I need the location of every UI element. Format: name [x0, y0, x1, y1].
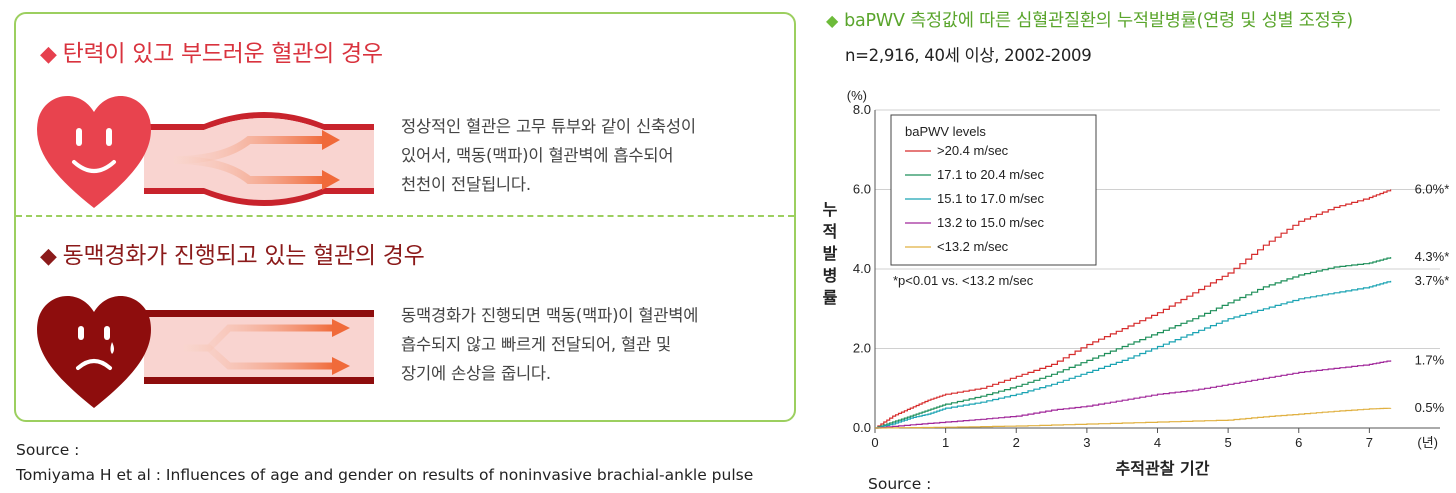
y-tick-label: 6.0	[853, 182, 871, 197]
x-tick-label: 3	[1083, 435, 1090, 450]
diamond-bullet-icon: ◆	[826, 11, 839, 30]
series-end-label: 1.7%	[1415, 352, 1445, 367]
y-tick-label: 0.0	[853, 420, 871, 435]
x-tick-label: 4	[1154, 435, 1161, 450]
source-citation: Tomiyama H et al : Influences of age and…	[16, 466, 754, 484]
series-end-label: 4.3%*	[1415, 249, 1450, 264]
healthy-vessel-description: 정상적인 혈관은 고무 튜부와 같이 신축성이 있어서, 맥동(맥파)이 혈관벽…	[401, 112, 781, 199]
chart-title-text: baPWV 측정값에 따른 심혈관질환의 누적발병률(연령 및 성별 조정후)	[844, 11, 1354, 31]
legend-entry: 13.2 to 15.0 m/sec	[937, 215, 1044, 230]
x-tick-label: 2	[1013, 435, 1020, 450]
x-tick-label: 5	[1225, 435, 1232, 450]
desc-line: 동맥경화가 진행되면 맥동(맥파)이 혈관벽에	[401, 306, 699, 325]
x-unit-label: (년)	[1417, 435, 1438, 450]
x-axis-title: 추적관찰 기간	[1116, 459, 1210, 478]
diseased-vessel-title: ◆ 동맥경화가 진행되고 있는 혈관의 경우	[40, 236, 425, 270]
x-tick-label: 1	[942, 435, 949, 450]
sad-heart-icon	[37, 296, 151, 408]
desc-line: 장기에 손상을 줍니다.	[401, 364, 551, 383]
healthy-vessel-title-text: 탄력이 있고 부드러운 혈관의 경우	[62, 41, 383, 67]
legend-entry: 17.1 to 20.4 m/sec	[937, 167, 1044, 182]
chart-subtitle: n=2,916, 40세 이상, 2002-2009	[845, 46, 1092, 65]
significance-note: *p<0.01 vs. <13.2 m/sec	[893, 273, 1034, 288]
y-tick-label: 8.0	[853, 102, 871, 117]
series-end-label: 0.5%	[1415, 400, 1445, 415]
diseased-vessel-title-text: 동맥경화가 진행되고 있는 혈관의 경우	[62, 243, 425, 269]
chart-title: ◆ baPWV 측정값에 따른 심혈관질환의 누적발병률(연령 및 성별 조정후)	[826, 7, 1353, 32]
healthy-vessel-illustration	[37, 96, 374, 208]
chart-source-label: Source :	[868, 475, 932, 493]
desc-line: 정상적인 혈관은 고무 튜부와 같이 신축성이	[401, 117, 696, 136]
stiff-vessel	[144, 310, 374, 384]
y-unit-label: (%)	[847, 88, 867, 103]
series-line	[875, 280, 1392, 429]
y-axis-title: 누적발병률	[823, 200, 838, 307]
desc-line: 천천이 전달됩니다.	[401, 175, 531, 194]
diamond-bullet-icon: ◆	[40, 42, 57, 67]
legend: baPWV levels >20.4 m/sec 17.1 to 20.4 m/se…	[890, 114, 1097, 266]
elastic-vessel	[144, 112, 374, 206]
y-tick-label: 4.0	[853, 261, 871, 276]
y-axis-title-char: 발	[823, 244, 838, 263]
series-lines	[875, 189, 1392, 429]
axes	[874, 110, 1440, 433]
diseased-vessel-description: 동맥경화가 진행되면 맥동(맥파)이 혈관벽에 흡수되지 않고 빠르게 전달되어…	[401, 301, 781, 388]
x-tick-label: 7	[1366, 435, 1373, 450]
legend-title: baPWV levels	[905, 124, 986, 139]
x-tick-label: 0	[871, 435, 878, 450]
legend-entry: 15.1 to 17.0 m/sec	[937, 191, 1044, 206]
y-axis-title-char: 률	[823, 288, 838, 307]
diseased-vessel-illustration	[37, 296, 374, 408]
y-tick-label: 2.0	[853, 341, 871, 356]
series-line	[875, 360, 1392, 429]
source-label: Source :	[16, 441, 80, 459]
series-line	[875, 407, 1392, 429]
desc-line: 있어서, 맥동(맥파)이 혈관벽에 흡수되어	[401, 146, 674, 165]
legend-box	[890, 114, 1097, 266]
diamond-bullet-icon: ◆	[40, 244, 57, 269]
section-divider	[16, 215, 794, 217]
smiling-heart-icon	[37, 96, 151, 208]
legend-entry: >20.4 m/sec	[937, 143, 1009, 158]
series-line	[875, 257, 1392, 429]
y-axis-title-char: 병	[823, 266, 838, 285]
y-axis-title-char: 누	[823, 200, 838, 219]
legend-entry: <13.2 m/sec	[937, 239, 1009, 254]
cumulative-incidence-chart: baPWV levels >20.4 m/sec 17.1 to 20.4 m/se…	[823, 88, 1450, 478]
x-tick-label: 6	[1295, 435, 1302, 450]
series-line	[875, 189, 1392, 429]
series-end-label: 6.0%*	[1415, 182, 1450, 197]
y-axis-title-char: 적	[823, 222, 838, 241]
info-panel: ◆ 탄력이 있고 부드러운 혈관의 경우 정상적인 혈관은 고무 튜	[14, 12, 796, 422]
desc-line: 흡수되지 않고 빠르게 전달되어, 혈관 및	[401, 335, 671, 354]
healthy-vessel-title: ◆ 탄력이 있고 부드러운 혈관의 경우	[40, 34, 383, 68]
series-end-label: 3.7%*	[1415, 273, 1450, 288]
